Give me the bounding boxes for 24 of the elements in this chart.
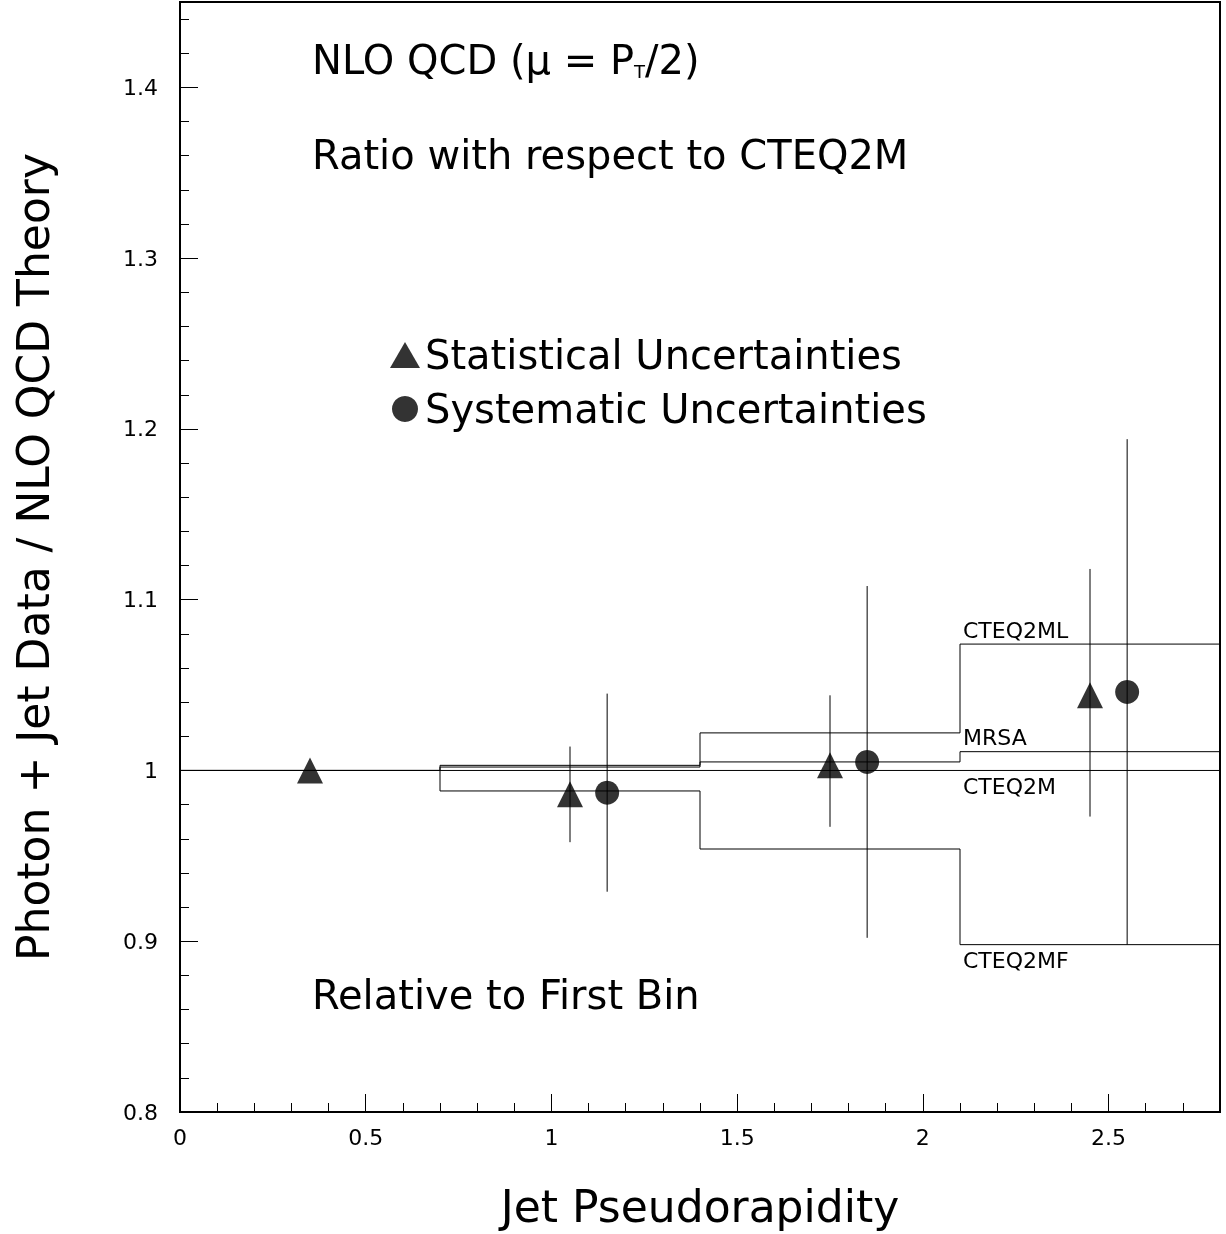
annotation: Ratio with respect to CTEQ2M: [312, 132, 909, 178]
y-tick-label: 1.4: [123, 74, 158, 100]
series-label: CTEQ2ML: [963, 617, 1069, 643]
series-label: CTEQ2MF: [963, 948, 1069, 974]
series-label: MRSA: [963, 725, 1027, 751]
y-tick-label: 1.2: [123, 416, 158, 442]
x-axis-title: Jet Pseudorapidity: [497, 1180, 900, 1232]
x-tick-label: 0: [173, 1124, 187, 1150]
y-axis-title: Photon + Jet Data / NLO QCD Theory: [7, 153, 59, 961]
y-tick-label: 1: [144, 757, 158, 783]
y-tick-label: 1.3: [123, 245, 158, 271]
legend-label: Systematic Uncertainties: [425, 386, 927, 432]
x-tick-label: 2.5: [1091, 1124, 1127, 1150]
y-tick-label: 0.9: [123, 928, 158, 954]
series-label: CTEQ2M: [963, 773, 1056, 799]
annotation: NLO QCD (μ = PT/2): [312, 37, 700, 83]
legend-label: Statistical Uncertainties: [425, 332, 902, 378]
annotation: Relative to First Bin: [312, 972, 700, 1018]
y-tick-label: 1.1: [123, 587, 158, 613]
y-tick-label: 0.8: [123, 1099, 158, 1125]
x-tick-label: 2: [915, 1124, 930, 1150]
x-tick-label: 1.5: [719, 1124, 755, 1150]
x-tick-label: 1: [544, 1124, 559, 1150]
x-tick-label: 0.5: [348, 1124, 384, 1150]
